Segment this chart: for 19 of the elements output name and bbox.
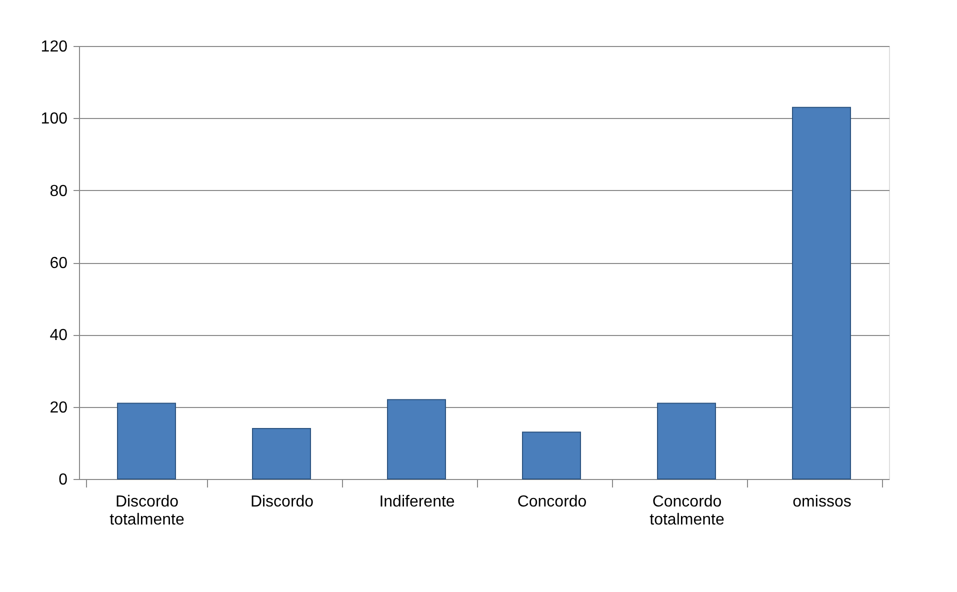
bar: [252, 428, 311, 480]
bar: [522, 432, 581, 480]
x-tick-label: Indiferente: [379, 494, 455, 510]
x-tick-label: Discordo totalmente: [110, 494, 184, 528]
bar: [792, 106, 851, 480]
x-tick-label: Concordo totalmente: [650, 494, 724, 528]
bar: [657, 402, 716, 480]
y-tick-label: 80: [50, 182, 68, 200]
y-tick-label: 100: [40, 110, 68, 128]
y-tick-label: 120: [40, 38, 68, 56]
y-tick-label: 20: [50, 399, 68, 416]
y-tick-label: 0: [58, 472, 68, 488]
y-tick-label: 60: [50, 255, 68, 272]
x-tick-label: omissos: [792, 494, 852, 510]
x-tick-label: Discordo: [250, 494, 314, 510]
x-tick-label: Concordo: [517, 494, 587, 510]
bar: [117, 402, 176, 480]
bar: [387, 399, 446, 480]
y-tick-label: 40: [50, 327, 68, 344]
